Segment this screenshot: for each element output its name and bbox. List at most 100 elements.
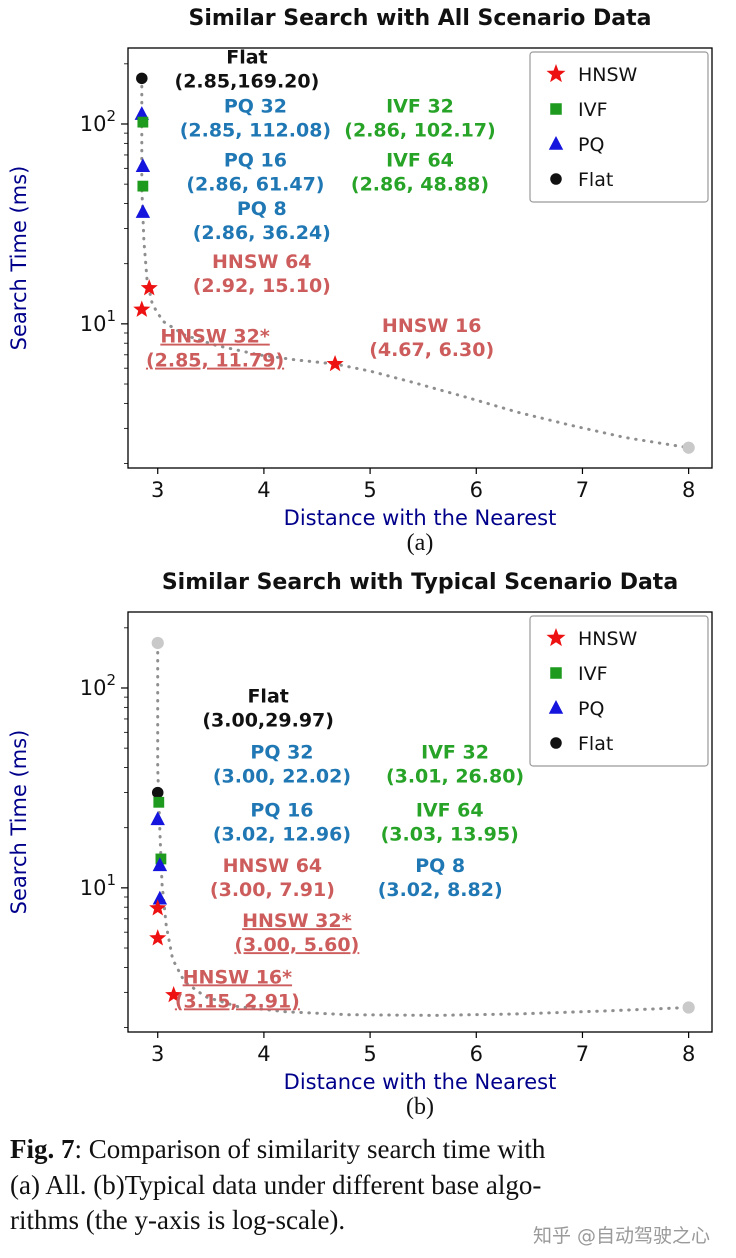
annotation-label: (4.67, 6.30) (369, 339, 494, 361)
figure-caption-line3: rithms (the y-axis is log-scale). (10, 1205, 346, 1236)
circle-marker (151, 786, 164, 799)
legend-label: IVF (578, 99, 608, 121)
watermark: 知乎 @自动驾驶之心 (532, 1225, 710, 1247)
annotation-label: (3.01, 26.80) (386, 765, 524, 787)
x-tick-label: 4 (257, 1042, 270, 1066)
y-tick-label: 101 (80, 871, 116, 900)
y-tick-label: 102 (80, 671, 116, 700)
triangle-marker (548, 136, 564, 150)
annotation-label: (3.00, 5.60) (234, 934, 359, 956)
chart-b-canvas: 3 4 5 6 7 8 101 102 Distance with the Nearest Sea… (7, 611, 713, 1094)
x-tick-label: 7 (576, 1042, 589, 1066)
annotation-label: (2.86, 36.24) (193, 222, 331, 244)
annotation-label: PQ 8 (237, 198, 287, 220)
square-marker (137, 180, 149, 192)
subcaption-b: (b) (406, 1094, 434, 1120)
y-tick-label: 102 (80, 107, 116, 136)
star-marker (149, 929, 167, 946)
pareto-frontier-curve (140, 76, 691, 450)
x-tick-label: 5 (363, 1042, 376, 1066)
square-marker (153, 796, 165, 808)
legend-label: IVF (578, 663, 608, 685)
x-tick-label: 6 (470, 1042, 483, 1066)
annotation-label: (3.03, 13.95) (381, 823, 519, 845)
x-tick-label: 7 (576, 478, 589, 502)
triangle-marker (134, 106, 149, 120)
triangle-marker (152, 890, 168, 905)
triangle-marker (135, 158, 151, 172)
x-tick-label: 5 (363, 478, 376, 502)
chart-b-title: Similar Search with Typical Scenario Dat… (161, 570, 679, 595)
square-marker (550, 667, 562, 679)
circle-marker (682, 441, 695, 454)
legend-label: HNSW (578, 64, 638, 86)
annotation-label: (3.00, 7.91) (210, 879, 335, 901)
figure-caption: Fig. 7: Comparison of similarity search … (0, 1128, 736, 1239)
circle-marker (550, 173, 562, 185)
annotation-label: (2.92, 15.10) (193, 275, 331, 297)
star-marker (149, 899, 167, 916)
triangle-marker (135, 204, 151, 218)
annotation-label: IVF 32 (386, 95, 454, 117)
x-axis-label: Distance with the Nearest (284, 506, 557, 530)
annotation-label: (3.00,29.97) (202, 709, 334, 731)
triangle-marker (150, 811, 165, 826)
legend: HNSW IVF PQ Flat (529, 615, 709, 767)
x-tick-label: 8 (682, 1042, 695, 1066)
annotation-label: (2.85, 11.79) (146, 350, 284, 372)
square-marker (137, 116, 149, 128)
circle-marker (550, 737, 562, 749)
annotation-label: HNSW 64 (212, 251, 312, 273)
annotation-label: (3.02, 12.96) (213, 823, 351, 845)
legend-label: PQ (578, 134, 604, 156)
annotation-label: PQ 8 (415, 855, 465, 877)
chart-block-a: Similar Search with All Scenario Data 3 4… (0, 0, 736, 564)
legend-box (529, 615, 709, 767)
star-marker (546, 64, 566, 83)
star-marker (133, 300, 151, 317)
legend-box (529, 51, 709, 203)
legend-label: Flat (578, 169, 613, 191)
x-tick-label: 3 (151, 1042, 164, 1066)
annotation-label: (2.85, 112.08) (180, 119, 331, 141)
chart-a-canvas: 3 4 5 6 7 8 101 102 Distance with the Nearest Sea… (7, 46, 713, 530)
x-tick-label: 4 (257, 478, 270, 502)
circle-marker (682, 1001, 695, 1014)
y-tick-label: 101 (80, 307, 116, 336)
figure-caption-label: Fig. 7 (10, 1134, 75, 1164)
star-marker (546, 628, 566, 647)
chart-a-title: Similar Search with All Scenario Data (188, 6, 652, 31)
annotation-label: PQ 16 (250, 799, 313, 821)
annotation-label: PQ 16 (224, 149, 287, 171)
x-tick-label: 3 (151, 478, 164, 502)
legend-label: PQ (578, 698, 604, 720)
annotation-label: HNSW 32* (242, 910, 351, 932)
y-axis-label: Search Time (ms) (7, 730, 31, 915)
legend-label: Flat (578, 733, 613, 755)
x-axis-label: Distance with the Nearest (284, 1070, 557, 1094)
square-marker (550, 103, 562, 115)
annotation-label: HNSW 32* (160, 326, 269, 348)
x-tick-label: 8 (682, 478, 695, 502)
annotation-label: HNSW 16* (183, 966, 292, 988)
annotation-label: (3.02, 8.82) (378, 879, 503, 901)
annotation-label: (2.86, 48.88) (351, 173, 489, 195)
annotation-label: (2.85,169.20) (175, 70, 320, 92)
annotation-label: HNSW 16 (382, 315, 482, 337)
subcaption-a: (a) (406, 530, 434, 556)
annotation-label: PQ 32 (250, 741, 313, 763)
square-marker (155, 853, 167, 865)
circle-marker (136, 72, 148, 85)
triangle-marker (548, 700, 564, 714)
figure-caption-line2: (a) All. (b)Typical data under different… (10, 1169, 542, 1200)
star-marker (165, 986, 183, 1003)
annotation-label: IVF 64 (416, 799, 484, 821)
annotation-label: PQ 32 (224, 95, 287, 117)
y-axis-label: Search Time (ms) (7, 166, 31, 351)
annotation-label: Flat (226, 46, 267, 68)
annotation-label: (3.00, 22.02) (213, 765, 351, 787)
annotation-label: IVF 64 (386, 149, 454, 171)
circle-marker (151, 636, 164, 650)
legend-label: HNSW (578, 628, 638, 650)
